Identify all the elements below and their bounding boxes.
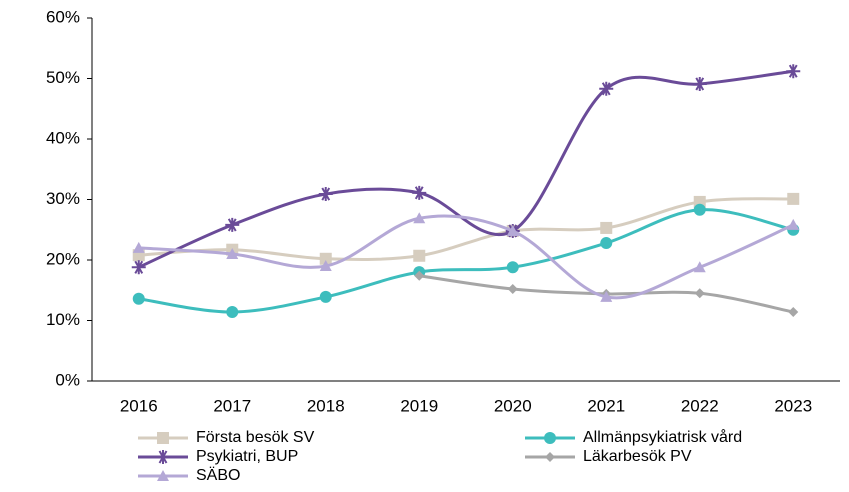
series-line	[138, 208, 794, 314]
marker	[414, 270, 425, 281]
marker	[788, 307, 799, 318]
marker	[507, 284, 518, 295]
marker	[157, 432, 169, 444]
x-tick-label: 2020	[494, 396, 532, 415]
marker	[787, 218, 800, 230]
marker	[226, 247, 239, 259]
marker	[545, 452, 555, 462]
y-tick-label: 20%	[46, 249, 80, 268]
marker	[156, 450, 170, 464]
marker	[600, 221, 613, 234]
marker	[692, 76, 707, 91]
y-tick-label: 30%	[46, 189, 80, 208]
marker	[132, 241, 145, 253]
x-tick-label: 2018	[307, 396, 345, 415]
series-line	[138, 197, 794, 261]
series-line	[138, 69, 794, 269]
marker	[131, 260, 146, 275]
marker	[132, 292, 145, 305]
x-tick-label: 2019	[400, 396, 438, 415]
marker	[318, 187, 333, 202]
marker	[694, 288, 705, 299]
x-tick-label: 2021	[587, 396, 625, 415]
marker	[506, 261, 519, 274]
y-tick-label: 10%	[46, 310, 80, 329]
marker	[544, 432, 556, 444]
y-tick-label: 50%	[46, 68, 80, 87]
x-tick-label: 2023	[774, 396, 812, 415]
legend-label: Psykiatri, BUP	[196, 448, 298, 465]
legend: Första besök SV Allmänpsykiatrisk vård Psy…	[138, 428, 742, 484]
x-tick-label: 2022	[681, 396, 719, 415]
marker	[157, 470, 169, 481]
marker	[225, 217, 240, 232]
marker	[226, 306, 239, 319]
marker	[787, 192, 800, 205]
legend-label: Läkarbesök PV	[583, 448, 692, 465]
legend-label: Allmänpsykiatrisk vård	[583, 428, 742, 446]
legend-label: SÄBO	[196, 466, 240, 484]
y-tick-label: 0%	[55, 370, 80, 389]
marker	[693, 203, 706, 216]
marker	[413, 249, 426, 262]
series-line	[138, 214, 794, 300]
x-tick-label: 2017	[213, 396, 251, 415]
marker	[319, 260, 332, 272]
marker	[319, 252, 332, 265]
marker	[600, 290, 613, 302]
marker	[413, 212, 426, 224]
marker	[786, 64, 801, 79]
marker	[412, 185, 427, 200]
marker	[600, 237, 613, 250]
y-tick-label: 40%	[46, 128, 80, 147]
marker	[599, 81, 614, 96]
legend-label: Första besök SV	[196, 429, 315, 446]
marker	[693, 261, 706, 273]
y-tick-label: 60%	[46, 7, 80, 26]
marker	[319, 290, 332, 303]
marker	[506, 224, 519, 236]
x-tick-label: 2016	[120, 396, 158, 415]
